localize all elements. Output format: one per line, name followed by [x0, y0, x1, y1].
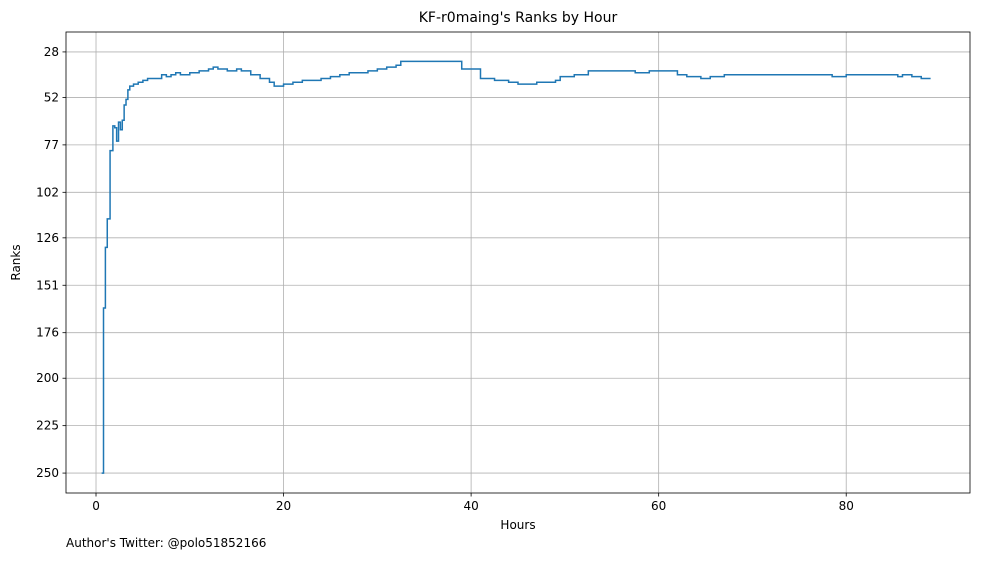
y-tick-label: 250	[36, 466, 59, 480]
grid-lines	[66, 32, 970, 493]
x-tick-label: 0	[92, 499, 100, 513]
y-tick-label: 225	[36, 419, 59, 433]
y-tick-label: 200	[36, 371, 59, 385]
y-tick-label: 28	[44, 45, 59, 59]
y-tick-label: 52	[44, 90, 59, 104]
y-tick-label: 126	[36, 231, 59, 245]
x-tick-label: 20	[276, 499, 291, 513]
rank-series-line	[101, 60, 931, 474]
y-axis-title: Ranks	[9, 244, 23, 280]
y-tick-label: 102	[36, 185, 59, 199]
x-tick-label: 40	[463, 499, 478, 513]
axis-ticks: 0 20 40 60 80 28 52 77 102 126 151 176 200 225 250	[36, 45, 854, 513]
x-axis-title: Hours	[500, 518, 535, 532]
x-tick-label: 60	[651, 499, 666, 513]
author-credit: Author's Twitter: @polo51852166	[66, 536, 267, 550]
plot-frame	[65, 31, 971, 494]
x-tick-label: 80	[839, 499, 854, 513]
y-tick-label: 77	[44, 138, 59, 152]
y-tick-label: 176	[36, 326, 59, 340]
y-tick-label: 151	[36, 278, 59, 292]
chart-title: KF-r0maing's Ranks by Hour	[419, 10, 618, 26]
